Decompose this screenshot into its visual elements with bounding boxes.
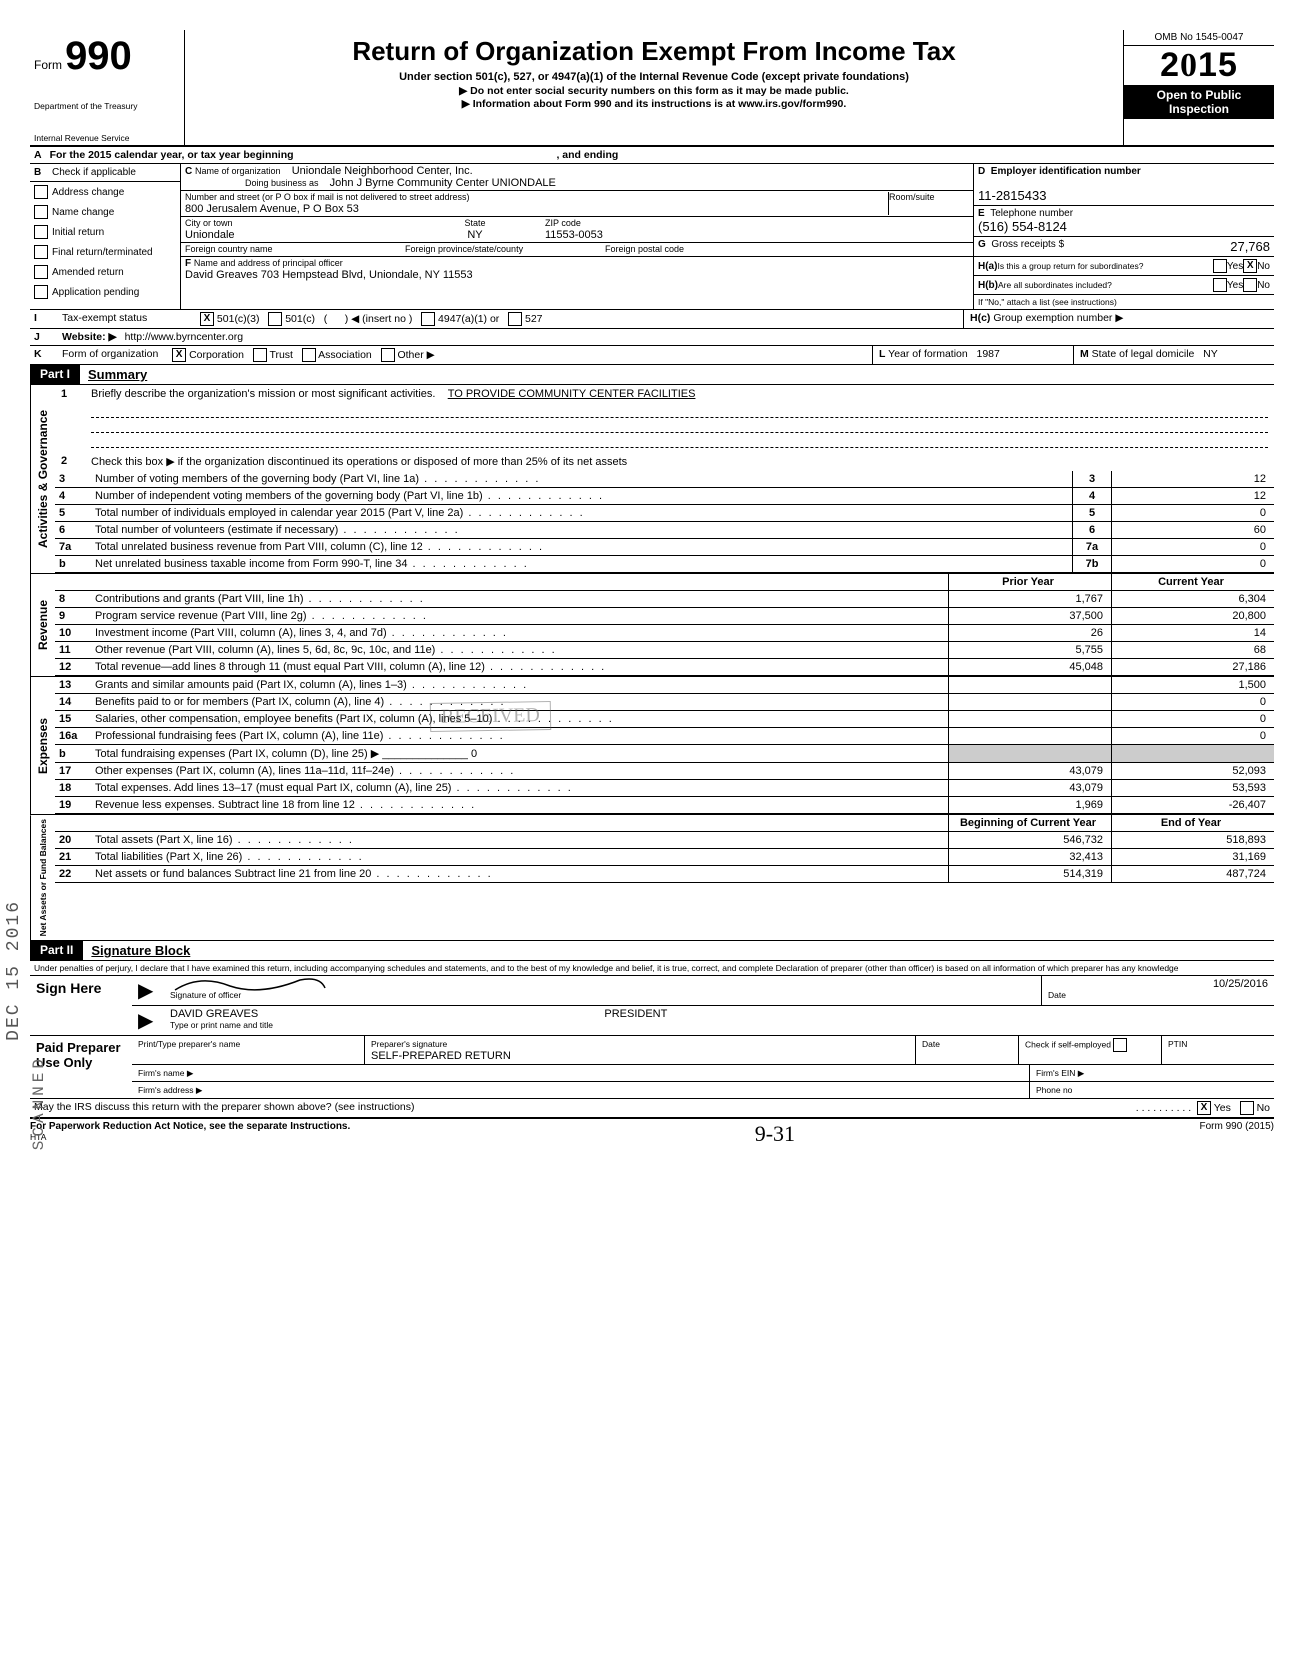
form-number: 990 [65,34,132,78]
checkbox-trust[interactable] [253,348,267,362]
column-c: C Name of organization Uniondale Neighbo… [181,164,974,309]
sidebar-revenue: Revenue [30,574,55,676]
note-info: Information about Form 990 and its instr… [473,98,847,110]
ein: 11-2815433 [978,188,1046,203]
sign-here-block: Sign Here ▶ Signature of officer 10/25/2… [30,976,1274,1036]
received-stamp: RECEIVED [430,701,551,732]
row-k: K Form of organization X Corporation Tru… [30,346,1274,365]
website: http://www.byrncenter.org [121,329,1274,345]
section-bcd: B Check if applicable Address change Nam… [30,164,1274,310]
sidebar-net-assets: Net Assets or Fund Balances [30,815,55,940]
checkbox-address-change[interactable] [34,185,48,199]
principal-officer: David Greaves 703 Hempstead Blvd, Uniond… [185,269,473,281]
checkbox-amended[interactable] [34,265,48,279]
gross-receipts: 27,768 [1064,239,1270,254]
domicile-state: NY [1203,348,1218,360]
paid-preparer-block: Paid Preparer Use Only Print/Type prepar… [30,1036,1274,1099]
checkbox-hb-yes[interactable] [1213,278,1227,292]
dept-irs: Internal Revenue Service [34,133,174,143]
checkbox-other[interactable] [381,348,395,362]
checkbox-ha-no[interactable]: X [1243,259,1257,273]
checkbox-self-employed[interactable] [1113,1038,1127,1052]
officer-name: DAVID GREAVES [170,1008,258,1020]
form-header: Form 990 Department of the Treasury Inte… [30,30,1274,147]
expenses-table: 13Grants and similar amounts paid (Part … [55,677,1274,814]
column-b: B Check if applicable Address change Nam… [30,164,181,309]
checkbox-4947[interactable] [421,312,435,326]
row-a: A For the 2015 calendar year, or tax yea… [30,147,1274,164]
checkbox-501c[interactable] [268,312,282,326]
footer: For Paperwork Reduction Act Notice, see … [30,1118,1274,1147]
column-d: D Employer identification number11-28154… [974,164,1274,309]
form-word: Form [34,58,62,72]
preparer-signature: SELF-PREPARED RETURN [371,1050,511,1062]
checkbox-final-return[interactable] [34,245,48,259]
section-net-assets: Net Assets or Fund Balances Beginning of… [30,815,1274,941]
stamp-date-vertical: DEC 15 2016 [4,900,24,1041]
open-to-public: Open to PublicInspection [1124,85,1274,119]
stamp-scanned: SCANNED [30,1055,48,1150]
year-formation: 1987 [977,348,1000,360]
dba-name: John J Byrne Community Center UNIONDALE [330,177,556,189]
handwritten-note: 9-31 [755,1121,795,1147]
org-name: Uniondale Neighborhood Center, Inc. [292,165,473,177]
checkbox-discuss-yes[interactable]: X [1197,1101,1211,1115]
checkbox-name-change[interactable] [34,205,48,219]
row-i: I Tax-exempt status X 501(c)(3) 501(c) (… [30,310,1274,329]
checkbox-discuss-no[interactable] [1240,1101,1254,1115]
row-j: J Website: ▶ http://www.byrncenter.org [30,329,1274,346]
form-subtitle: Under section 501(c), 527, or 4947(a)(1)… [193,71,1115,83]
discuss-row: May the IRS discuss this return with the… [30,1099,1274,1118]
checkbox-ha-yes[interactable] [1213,259,1227,273]
checkbox-527[interactable] [508,312,522,326]
section-expenses: Expenses 13Grants and similar amounts pa… [30,677,1274,815]
sidebar-expenses: Expenses [30,677,55,814]
tax-year: 2015 [1124,46,1274,85]
omb-number: OMB No 1545-0047 [1124,30,1274,46]
governance-table: 3Number of voting members of the governi… [55,471,1274,573]
sign-date: 10/25/2016 [1048,978,1268,990]
checkbox-501c3[interactable]: X [200,312,214,326]
form-title: Return of Organization Exempt From Incom… [193,36,1115,67]
officer-title: PRESIDENT [604,1008,667,1020]
dept-treasury: Department of the Treasury [34,101,174,111]
checkbox-application-pending[interactable] [34,285,48,299]
section-governance: Activities & Governance 1 Briefly descri… [30,385,1274,574]
part-1-header: Part I Summary [30,365,1274,385]
checkbox-association[interactable] [302,348,316,362]
section-revenue: Revenue Prior YearCurrent Year 8Contribu… [30,574,1274,677]
street-address: 800 Jerusalem Avenue, P O Box 53 [185,203,359,215]
netassets-table: Beginning of Current YearEnd of Year 20T… [55,815,1274,883]
revenue-table: Prior YearCurrent Year 8Contributions an… [55,574,1274,676]
zip: 11553-0053 [545,229,603,241]
checkbox-hb-no[interactable] [1243,278,1257,292]
checkbox-corporation[interactable]: X [172,348,186,362]
phone: (516) 554-8124 [978,219,1067,234]
sidebar-governance: Activities & Governance [30,385,55,573]
checkbox-initial-return[interactable] [34,225,48,239]
mission-text: TO PROVIDE COMMUNITY CENTER FACILITIES [448,388,696,400]
part-2-header: Part II Signature Block [30,941,1274,961]
note-ssn: Do not enter social security numbers on … [470,85,849,97]
city: Uniondale [185,229,235,241]
state: NY [467,229,482,241]
